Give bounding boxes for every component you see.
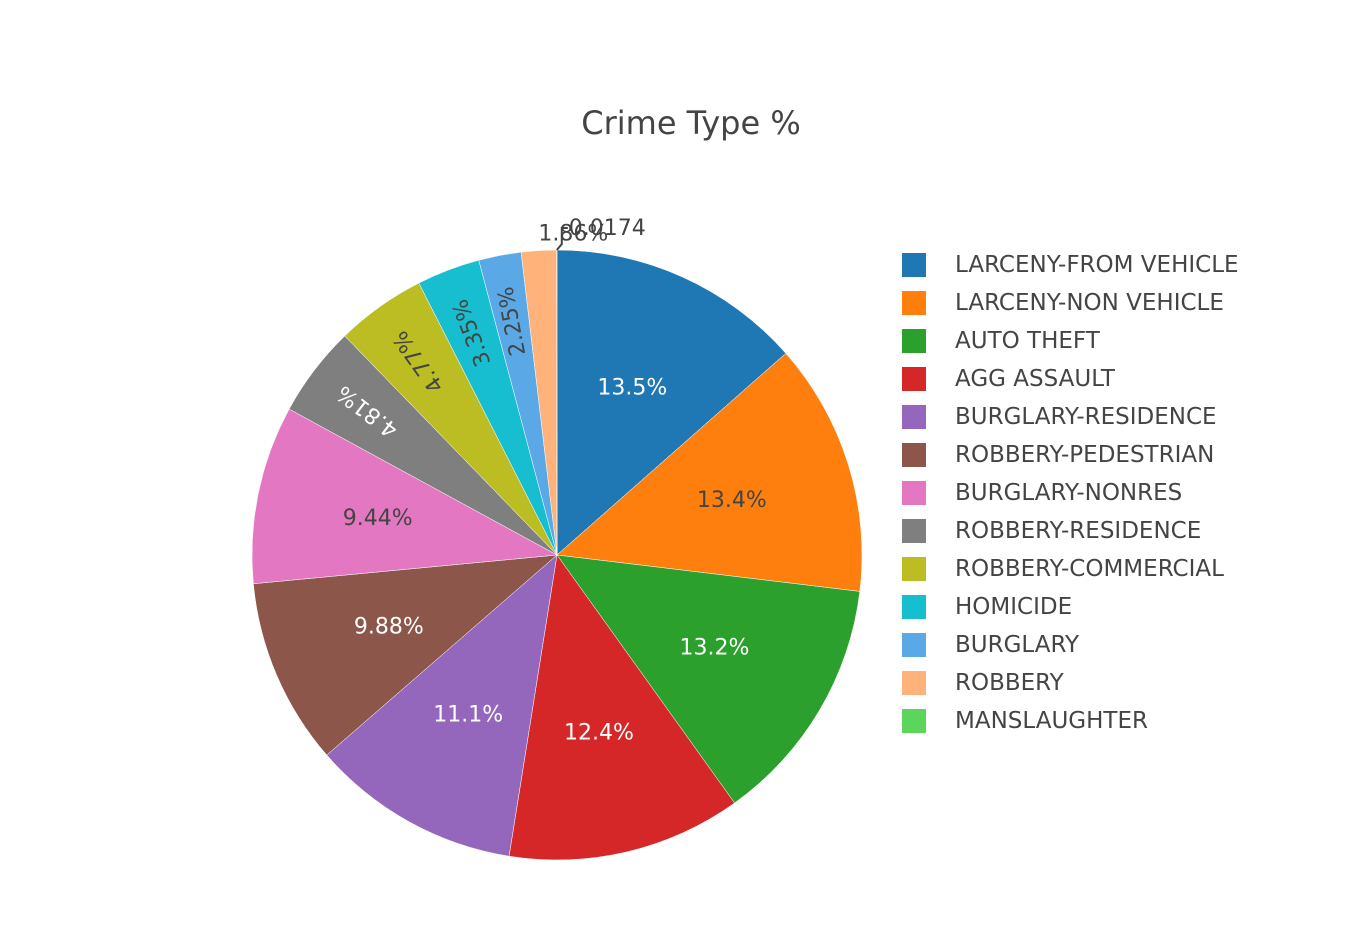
leader-line-manslaughter xyxy=(556,227,568,251)
slice-label-agg-assault: 12.4% xyxy=(564,721,634,746)
legend-item-robbery[interactable]: ROBBERY xyxy=(902,670,1065,696)
slice-labels: 13.5%13.4%13.2%12.4%11.1%9.88%9.44%4.81%… xyxy=(332,216,767,746)
legend-swatch-burglary xyxy=(902,633,926,657)
legend-label-homicide: HOMICIDE xyxy=(955,594,1072,620)
slice-label-manslaughter: 0.0174 xyxy=(569,216,646,241)
legend-label-robbery-residence: ROBBERY-RESIDENCE xyxy=(955,518,1201,544)
legend-item-larceny-from-vehicle[interactable]: LARCENY-FROM VEHICLE xyxy=(902,252,1239,278)
legend-item-robbery-commercial[interactable]: ROBBERY-COMMERCIAL xyxy=(902,556,1224,582)
legend-label-larceny-non-vehicle: LARCENY-NON VEHICLE xyxy=(955,290,1224,316)
legend-swatch-robbery xyxy=(902,671,926,695)
slice-label-robbery: 1.86% xyxy=(538,222,608,247)
legend-label-larceny-from-vehicle: LARCENY-FROM VEHICLE xyxy=(955,252,1239,278)
legend-label-robbery-pedestrian: ROBBERY-PEDESTRIAN xyxy=(955,442,1214,468)
pie-slices xyxy=(251,249,863,861)
legend-label-manslaughter: MANSLAUGHTER xyxy=(955,708,1148,734)
legend-item-burglary-nonres[interactable]: BURGLARY-NONRES xyxy=(902,480,1182,506)
pie-slice-larceny-non-vehicle[interactable] xyxy=(556,352,863,592)
legend: LARCENY-FROM VEHICLE LARCENY-NON VEHICLE A… xyxy=(902,252,1239,734)
legend-item-larceny-non-vehicle[interactable]: LARCENY-NON VEHICLE xyxy=(902,290,1224,316)
chart-title: Crime Type % xyxy=(581,104,801,142)
legend-item-homicide[interactable]: HOMICIDE xyxy=(902,594,1072,620)
slice-label-burglary-residence: 11.1% xyxy=(433,703,503,728)
legend-item-agg-assault[interactable]: AGG ASSAULT xyxy=(902,366,1116,392)
legend-label-agg-assault: AGG ASSAULT xyxy=(955,366,1116,392)
legend-swatch-manslaughter xyxy=(902,709,926,733)
legend-item-burglary[interactable]: BURGLARY xyxy=(902,632,1080,658)
slice-label-auto-theft: 13.2% xyxy=(680,636,750,661)
legend-label-auto-theft: AUTO THEFT xyxy=(955,328,1101,354)
legend-label-robbery: ROBBERY xyxy=(955,670,1065,696)
slice-label-burglary-nonres: 9.44% xyxy=(343,506,413,531)
pie-slice-agg-assault[interactable] xyxy=(508,554,735,861)
legend-item-robbery-pedestrian[interactable]: ROBBERY-PEDESTRIAN xyxy=(902,442,1214,468)
legend-swatch-auto-theft xyxy=(902,329,926,353)
pie-slice-larceny-from-vehicle[interactable] xyxy=(556,249,787,556)
legend-item-burglary-residence[interactable]: BURGLARY-RESIDENCE xyxy=(902,404,1217,430)
legend-item-robbery-residence[interactable]: ROBBERY-RESIDENCE xyxy=(902,518,1201,544)
legend-swatch-larceny-from-vehicle xyxy=(902,253,926,277)
legend-label-robbery-commercial: ROBBERY-COMMERCIAL xyxy=(955,556,1224,582)
legend-swatch-robbery-commercial xyxy=(902,557,926,581)
pie-slice-robbery-pedestrian[interactable] xyxy=(253,554,558,756)
pie-slice-burglary-residence[interactable] xyxy=(326,554,558,857)
slice-label-larceny-non-vehicle: 13.4% xyxy=(697,488,767,513)
legend-swatch-agg-assault xyxy=(902,367,926,391)
slice-label-larceny-from-vehicle: 13.5% xyxy=(597,376,667,401)
legend-swatch-larceny-non-vehicle xyxy=(902,291,926,315)
pie-slice-auto-theft[interactable] xyxy=(556,554,861,804)
legend-label-burglary-residence: BURGLARY-RESIDENCE xyxy=(955,404,1217,430)
legend-swatch-robbery-pedestrian xyxy=(902,443,926,467)
pie-slice-burglary-nonres[interactable] xyxy=(251,408,558,585)
legend-label-burglary-nonres: BURGLARY-NONRES xyxy=(955,480,1182,506)
legend-item-auto-theft[interactable]: AUTO THEFT xyxy=(902,328,1101,354)
legend-swatch-burglary-nonres xyxy=(902,481,926,505)
slice-label-robbery-pedestrian: 9.88% xyxy=(354,615,424,640)
legend-label-burglary: BURGLARY xyxy=(955,632,1080,658)
legend-swatch-burglary-residence xyxy=(902,405,926,429)
legend-swatch-homicide xyxy=(902,595,926,619)
legend-item-manslaughter[interactable]: MANSLAUGHTER xyxy=(902,708,1148,734)
legend-swatch-robbery-residence xyxy=(902,519,926,543)
